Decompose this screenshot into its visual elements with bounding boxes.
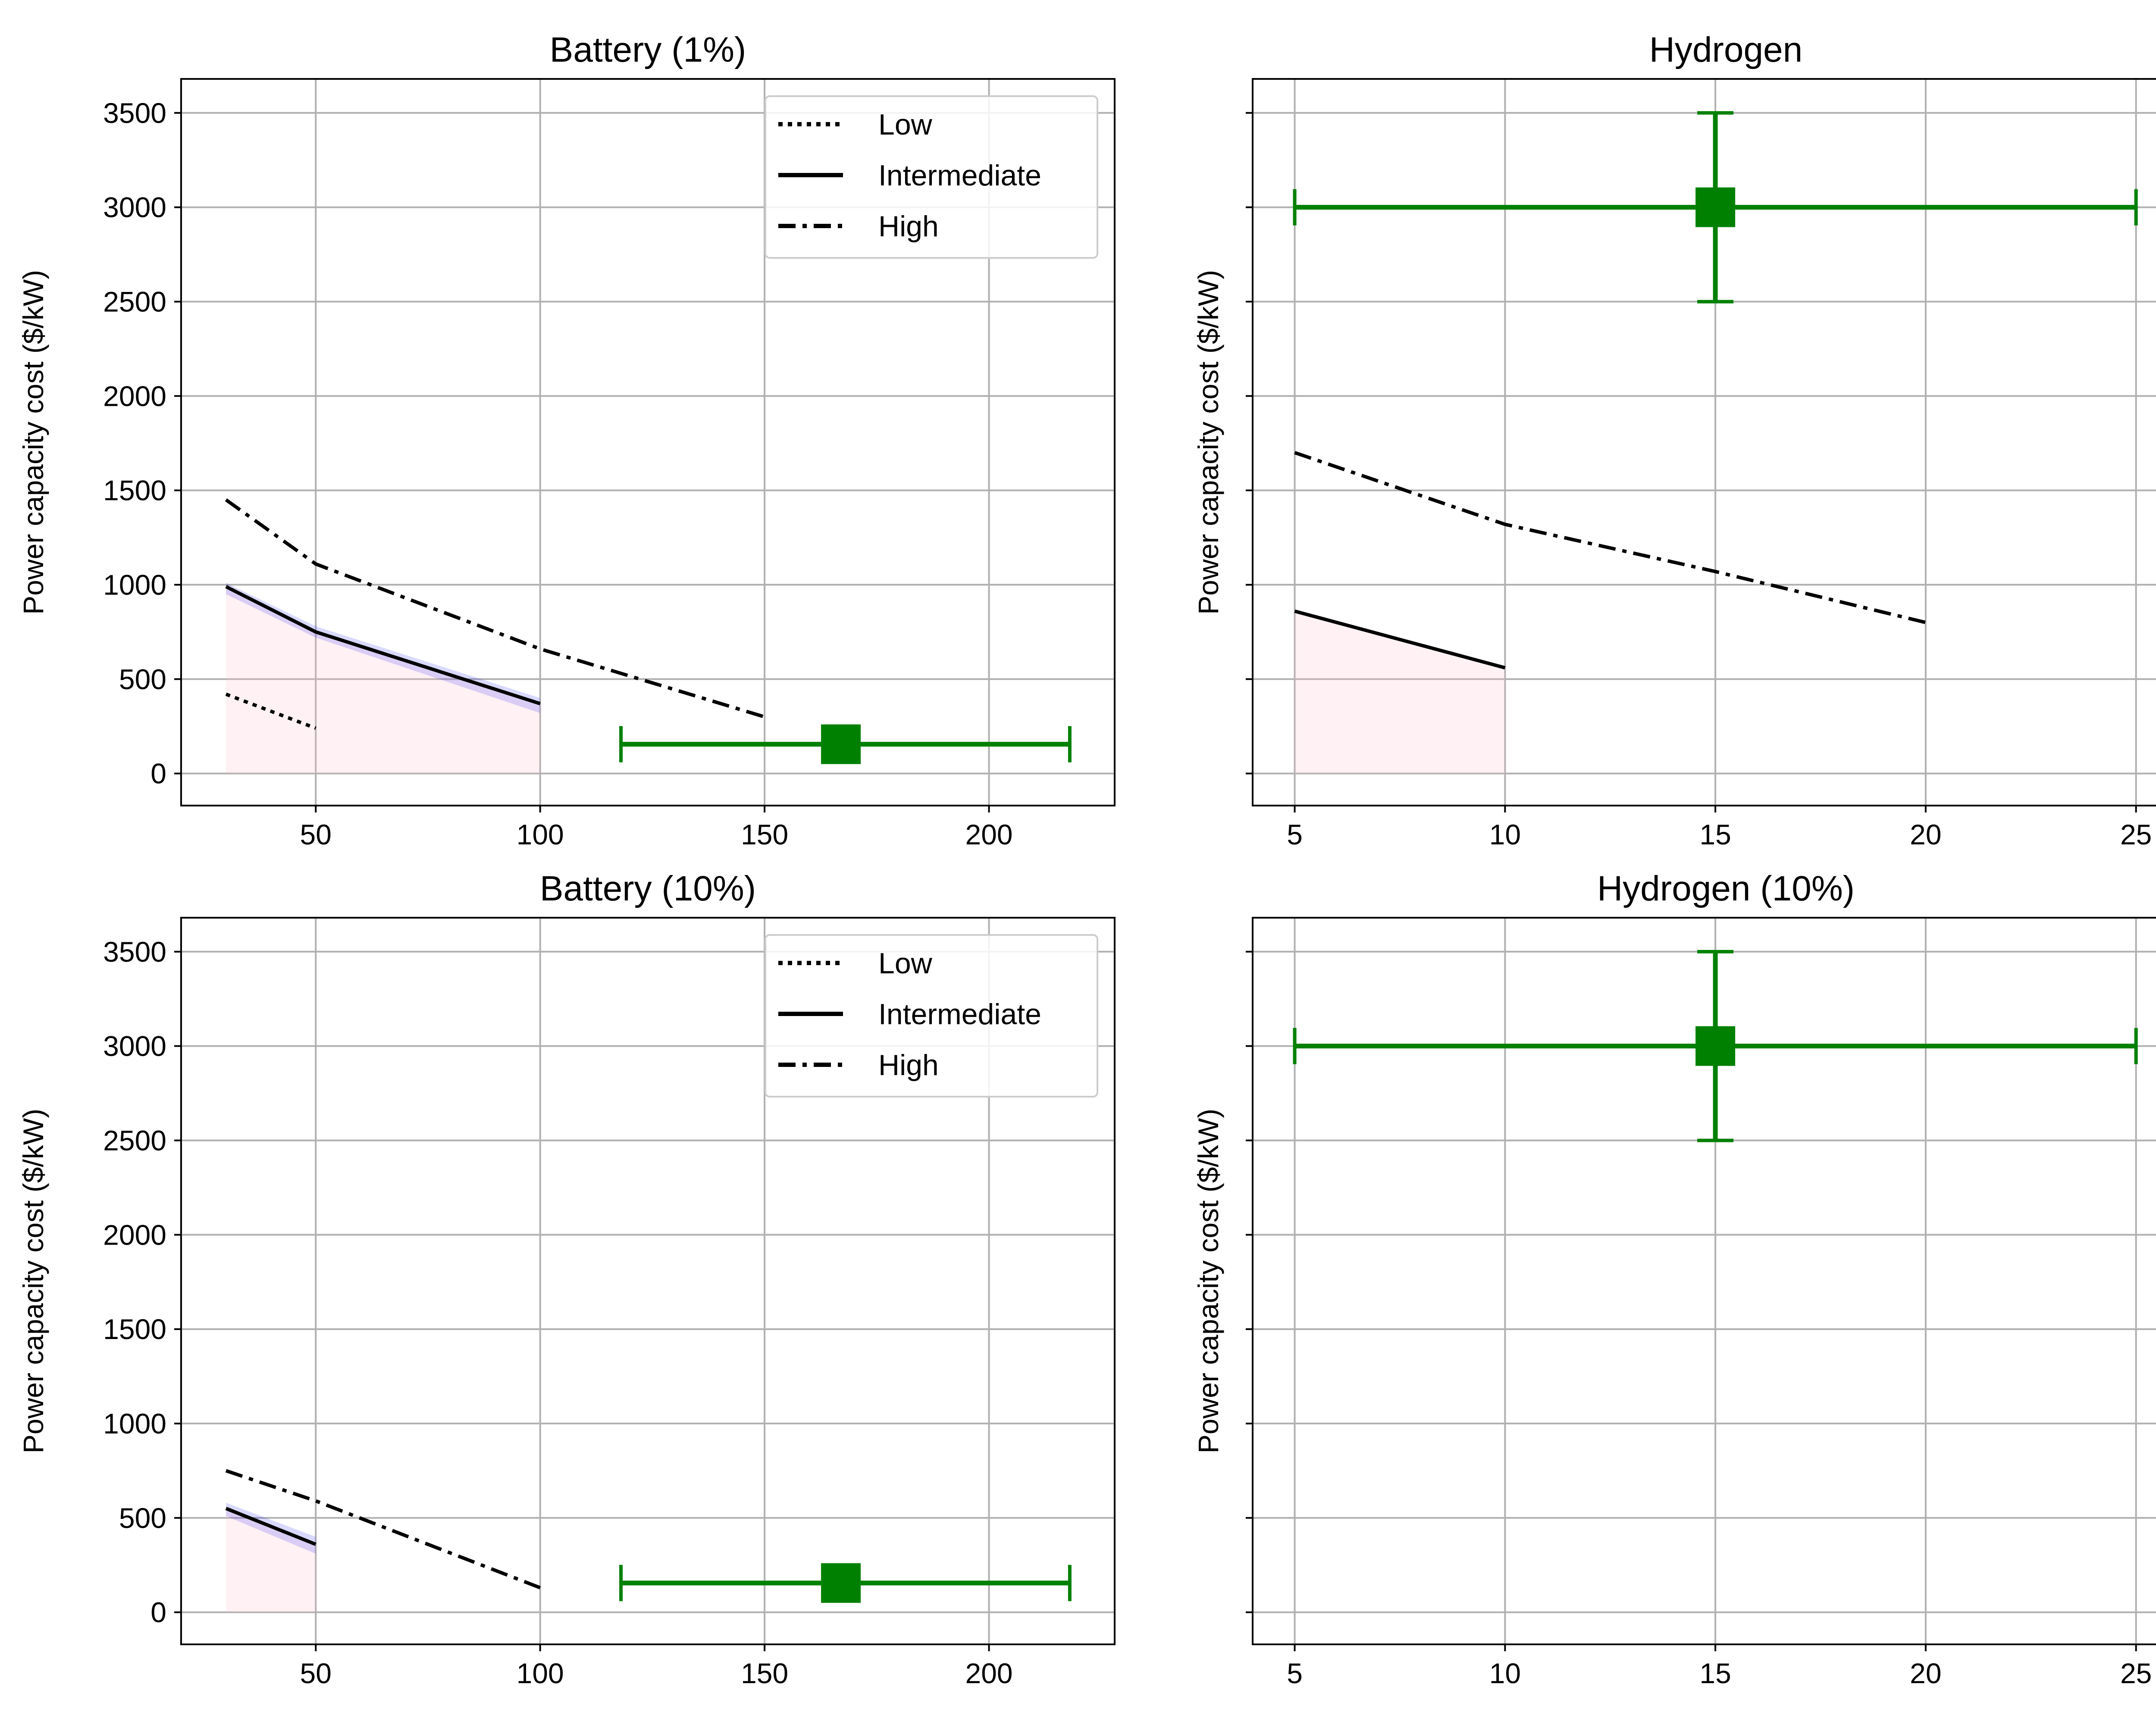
chart-title: Hydrogen (10%) [1597, 869, 1855, 908]
y-tick-label: 2000 [103, 1219, 166, 1251]
legend-label: High [878, 1049, 939, 1082]
axes-frame [1252, 78, 2156, 806]
y-tick-label: 3000 [103, 191, 166, 223]
y-tick-label: 3000 [103, 1030, 166, 1062]
y-tick-label: 1500 [103, 474, 166, 506]
axes-frame [180, 78, 1116, 806]
legend-label: Low [878, 947, 933, 980]
shaded-area [226, 586, 540, 774]
axes-frame [1252, 917, 2156, 1645]
series-solid-line [1294, 609, 1506, 670]
y-tick-label: 1500 [103, 1313, 166, 1345]
x-tick-label: 200 [965, 1657, 1012, 1689]
legend-label: Intermediate [878, 998, 1041, 1031]
x-tick-label: 200 [965, 819, 1012, 850]
legend: Low Intermediate High [765, 934, 1098, 1098]
subplot-2: 5 10 15 20 25 Hydrogen Power capacity cost ($/… [1192, 30, 2156, 850]
y-tick-label: 2500 [103, 285, 166, 317]
subplot-1: 50 100 150 2000500100015002000250030003500B… [17, 30, 1116, 850]
errorbar-square-marker [1695, 187, 1736, 227]
legend-label: High [878, 210, 939, 243]
x-tick-label: 25 [2120, 1657, 2152, 1689]
errorbar [1293, 950, 2138, 1142]
shaded-area [1294, 611, 1505, 774]
axes-frame [180, 917, 1116, 1645]
y-axis-label: Power capacity cost ($/kW) [1192, 270, 1224, 615]
errorbar-square-marker [821, 1563, 861, 1603]
x-tick-label: 15 [1699, 819, 1731, 850]
legend-box [765, 95, 1098, 259]
x-tick-label: 150 [741, 1657, 788, 1689]
uncertainty-band [226, 1502, 316, 1554]
x-tick-label: 100 [517, 1657, 564, 1689]
errorbar [619, 1563, 1072, 1603]
chart-title: Hydrogen [1649, 30, 1803, 69]
errorbar-square-marker [821, 724, 861, 764]
series-dashdot-line [1294, 451, 1926, 624]
y-axis-label: Power capacity cost ($/kW) [1192, 1109, 1224, 1454]
y-tick-label: 2000 [103, 380, 166, 412]
x-tick-label: 20 [1910, 819, 1941, 850]
legend: Low Intermediate High [765, 95, 1098, 259]
errorbar [1293, 111, 2138, 304]
x-tick-label: 15 [1699, 1657, 1731, 1689]
y-tick-label: 1000 [103, 1408, 166, 1440]
shaded-area [226, 1508, 316, 1612]
x-tick-label: 20 [1910, 1657, 1941, 1689]
subplot-4: 5 10 15 20 25 Hydrogen (10%) Power capacity co… [1192, 869, 2156, 1689]
series-solid-line [225, 1507, 317, 1546]
y-tick-label: 500 [119, 1502, 166, 1534]
x-tick-label: 5 [1287, 819, 1303, 850]
series-solid-line [225, 585, 541, 706]
series-dashdot-line [225, 1469, 541, 1590]
y-tick-label: 3500 [103, 936, 166, 968]
legend-label: Intermediate [878, 159, 1041, 192]
chart-title: Battery (10%) [540, 869, 756, 908]
y-tick-label: 500 [119, 663, 166, 695]
subplot-3: 50 100 150 2000500100015002000250030003500B… [17, 869, 1116, 1689]
y-tick-label: 3500 [103, 97, 166, 129]
legend-box [765, 934, 1098, 1098]
x-tick-label: 5 [1287, 1657, 1303, 1689]
series-dotted-line [225, 693, 317, 730]
y-axis-label: Power capacity cost ($/kW) [17, 270, 49, 615]
y-axis-label: Power capacity cost ($/kW) [17, 1109, 49, 1454]
x-tick-label: 50 [300, 819, 332, 850]
y-tick-label: 0 [150, 758, 166, 790]
errorbar [619, 724, 1072, 764]
y-tick-label: 1000 [103, 569, 166, 601]
x-tick-label: 150 [741, 819, 788, 850]
x-tick-label: 50 [300, 1657, 332, 1689]
y-tick-label: 0 [150, 1596, 166, 1628]
x-tick-label: 10 [1489, 819, 1521, 850]
x-tick-label: 100 [517, 819, 564, 850]
series-dashdot-line [225, 498, 765, 719]
grid [1253, 79, 2156, 806]
legend-label: Low [878, 108, 933, 141]
x-tick-label: 25 [2120, 819, 2152, 850]
errorbar-square-marker [1695, 1026, 1736, 1066]
x-tick-label: 10 [1489, 1657, 1521, 1689]
uncertainty-band [226, 583, 540, 713]
y-tick-label: 2500 [103, 1124, 166, 1156]
chart-title: Battery (1%) [550, 30, 746, 69]
